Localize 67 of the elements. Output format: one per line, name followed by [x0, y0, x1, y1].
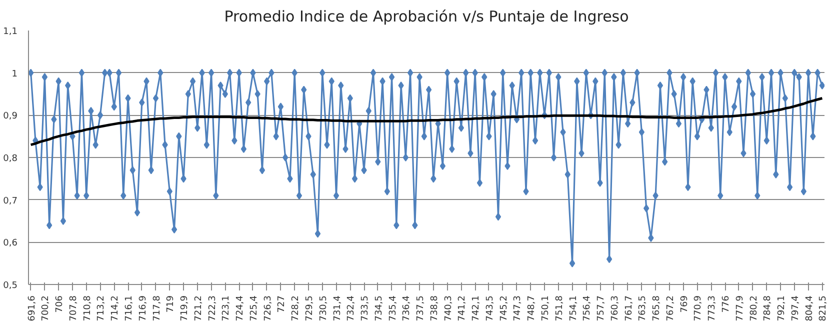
x-tick-label: 710,8: [82, 295, 93, 322]
x-tick-label: 716,1: [124, 296, 134, 322]
x-tick-label: 734,5: [374, 296, 384, 322]
x-tick-label: 776: [722, 295, 732, 313]
x-tick-label: 780,2: [749, 296, 760, 322]
x-tick-label: 733,5: [360, 296, 371, 322]
x-tick-label: 735,4: [388, 295, 398, 322]
x-tick-label: 737,5: [416, 296, 426, 322]
x-tick-label: 728,2: [291, 296, 302, 322]
x-tick-label: 767,2: [666, 296, 676, 322]
x-tick-label: 736,4: [402, 295, 412, 322]
x-tick-label: 726,3: [263, 296, 274, 322]
x-tick-label: 713,2: [96, 296, 107, 322]
y-tick-label: 0,7: [3, 196, 18, 206]
x-tick-label: 757,7: [596, 296, 607, 322]
x-tick-label: 769: [680, 295, 690, 313]
x-tick-label: 784,8: [763, 295, 774, 322]
x-tick-label: 754,1: [568, 296, 579, 322]
x-tick-label: 723,1: [222, 296, 232, 322]
x-tick-label: 727: [277, 295, 288, 313]
x-tick-label: 729,5: [304, 296, 315, 322]
x-tick-label: 741,2: [458, 296, 468, 322]
x-tick-label: 765,8: [652, 295, 662, 322]
x-tick-label: 732,4: [346, 295, 357, 322]
x-tick-label: 700,2: [41, 296, 52, 322]
x-tick-label: 721,2: [194, 296, 204, 322]
x-tick-label: 792,1: [777, 296, 788, 322]
x-tick-label: 747,3: [513, 296, 524, 322]
x-tick-label: 740,3: [444, 296, 454, 322]
x-tick-label: 738,8: [430, 295, 440, 322]
y-tick-label: 0,5: [3, 281, 18, 291]
x-tick-label: 707,8: [68, 295, 79, 322]
x-tick-label: 722,3: [208, 296, 218, 322]
x-tick-label: 743,5: [485, 296, 496, 322]
x-tick-label: 714,2: [110, 296, 121, 322]
x-tick-label: 742,1: [472, 296, 482, 322]
x-tick-label: 751,8: [554, 295, 565, 322]
x-tick-label: 804,4: [804, 295, 815, 322]
x-tick-label: 731,4: [332, 295, 343, 322]
y-tick-label: 1,1: [3, 27, 18, 37]
x-tick-label: 797,4: [790, 295, 801, 322]
y-tick-label: 0,9: [3, 112, 18, 122]
x-tick-label: 761,7: [624, 296, 634, 322]
x-tick-label: 763,5: [638, 296, 648, 322]
x-tick-label: 777,9: [735, 295, 746, 322]
y-tick-label: 0,6: [3, 238, 18, 249]
y-tick-label: 0,8: [3, 154, 18, 164]
x-tick-label: 691,6: [27, 295, 38, 322]
x-tick-label: 716,9: [138, 295, 148, 322]
x-tick-label: 725,4: [249, 295, 260, 322]
chart-title: Promedio Indice de Aprobación v/s Puntaje de Ingreso: [224, 8, 629, 26]
x-tick-label: 745,2: [499, 296, 510, 322]
x-tick-label: 724,4: [236, 295, 246, 322]
x-tick-label: 750,1: [541, 296, 552, 322]
x-tick-label: 760,3: [610, 296, 620, 322]
x-tick-label: 730,5: [318, 296, 329, 322]
x-tick-label: 770,9: [694, 295, 704, 322]
x-tick-label: 756,4: [582, 295, 593, 322]
x-tick-label: 717,8: [152, 295, 162, 322]
x-tick-label: 719,9: [180, 295, 190, 322]
x-tick-label: 748,7: [527, 296, 538, 322]
x-tick-label: 821,5: [818, 296, 829, 322]
y-tick-label: 1: [12, 69, 18, 80]
x-tick-label: 773,3: [708, 296, 718, 322]
x-tick-label: 706: [55, 295, 66, 313]
x-tick-label: 719: [166, 295, 176, 313]
line-series: [30, 96, 824, 146]
